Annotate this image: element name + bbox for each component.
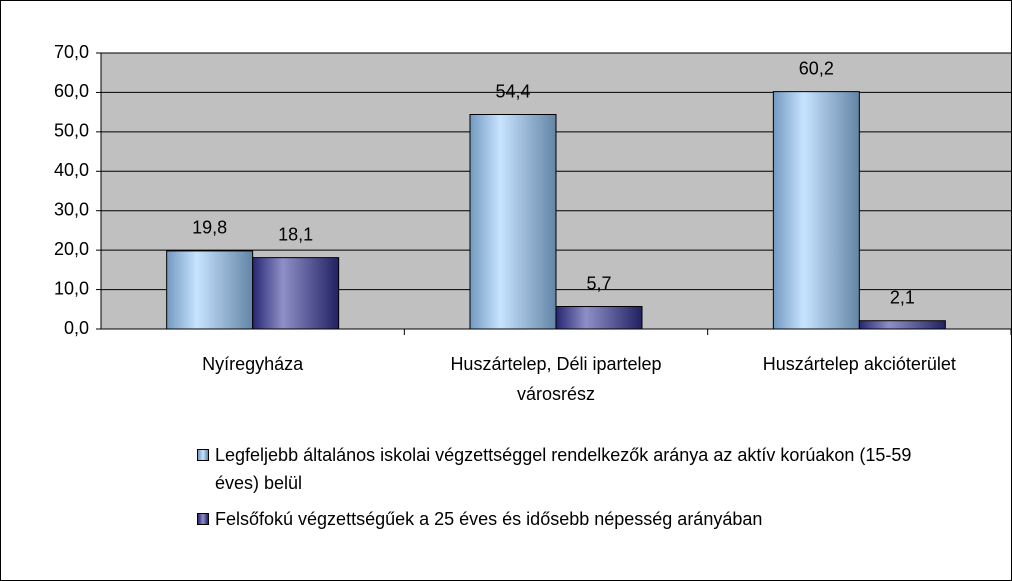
y-tick-label: 30,0 bbox=[54, 199, 89, 219]
data-label: 18,1 bbox=[278, 224, 313, 244]
bar bbox=[252, 257, 340, 330]
bar bbox=[166, 250, 254, 330]
legend-entry: Legfeljebb általános iskolai végzettségg… bbox=[197, 441, 917, 497]
bar bbox=[555, 306, 643, 330]
y-tick-label: 60,0 bbox=[54, 81, 89, 101]
data-label: 60,2 bbox=[799, 58, 834, 78]
legend-entry: Felsőfokú végzettségűek a 25 éves és idő… bbox=[197, 505, 917, 533]
y-tick-label: 40,0 bbox=[54, 160, 89, 180]
y-tick-label: 0,0 bbox=[64, 318, 89, 338]
legend-label: Legfeljebb általános iskolai végzettségg… bbox=[215, 445, 912, 493]
bar bbox=[858, 320, 946, 330]
bar bbox=[469, 114, 557, 330]
y-tick-label: 50,0 bbox=[54, 121, 89, 141]
x-tick-label: Huszártelep, Déli ipartelep városrész bbox=[450, 354, 662, 404]
legend-swatch bbox=[197, 449, 209, 461]
bar bbox=[772, 91, 860, 330]
x-tick-label: Nyíregyháza bbox=[202, 354, 304, 374]
y-tick-label: 70,0 bbox=[54, 42, 89, 62]
legend-swatch bbox=[197, 513, 209, 525]
x-tick-label: Huszártelep akcióterület bbox=[762, 354, 956, 374]
y-tick-label: 20,0 bbox=[54, 239, 89, 259]
y-tick-label: 10,0 bbox=[54, 278, 89, 298]
data-label: 54,4 bbox=[495, 81, 530, 101]
data-label: 5,7 bbox=[586, 273, 611, 293]
data-label: 19,8 bbox=[192, 218, 227, 238]
legend-label: Felsőfokú végzettségűek a 25 éves és idő… bbox=[215, 509, 763, 529]
data-label: 2,1 bbox=[890, 287, 915, 307]
